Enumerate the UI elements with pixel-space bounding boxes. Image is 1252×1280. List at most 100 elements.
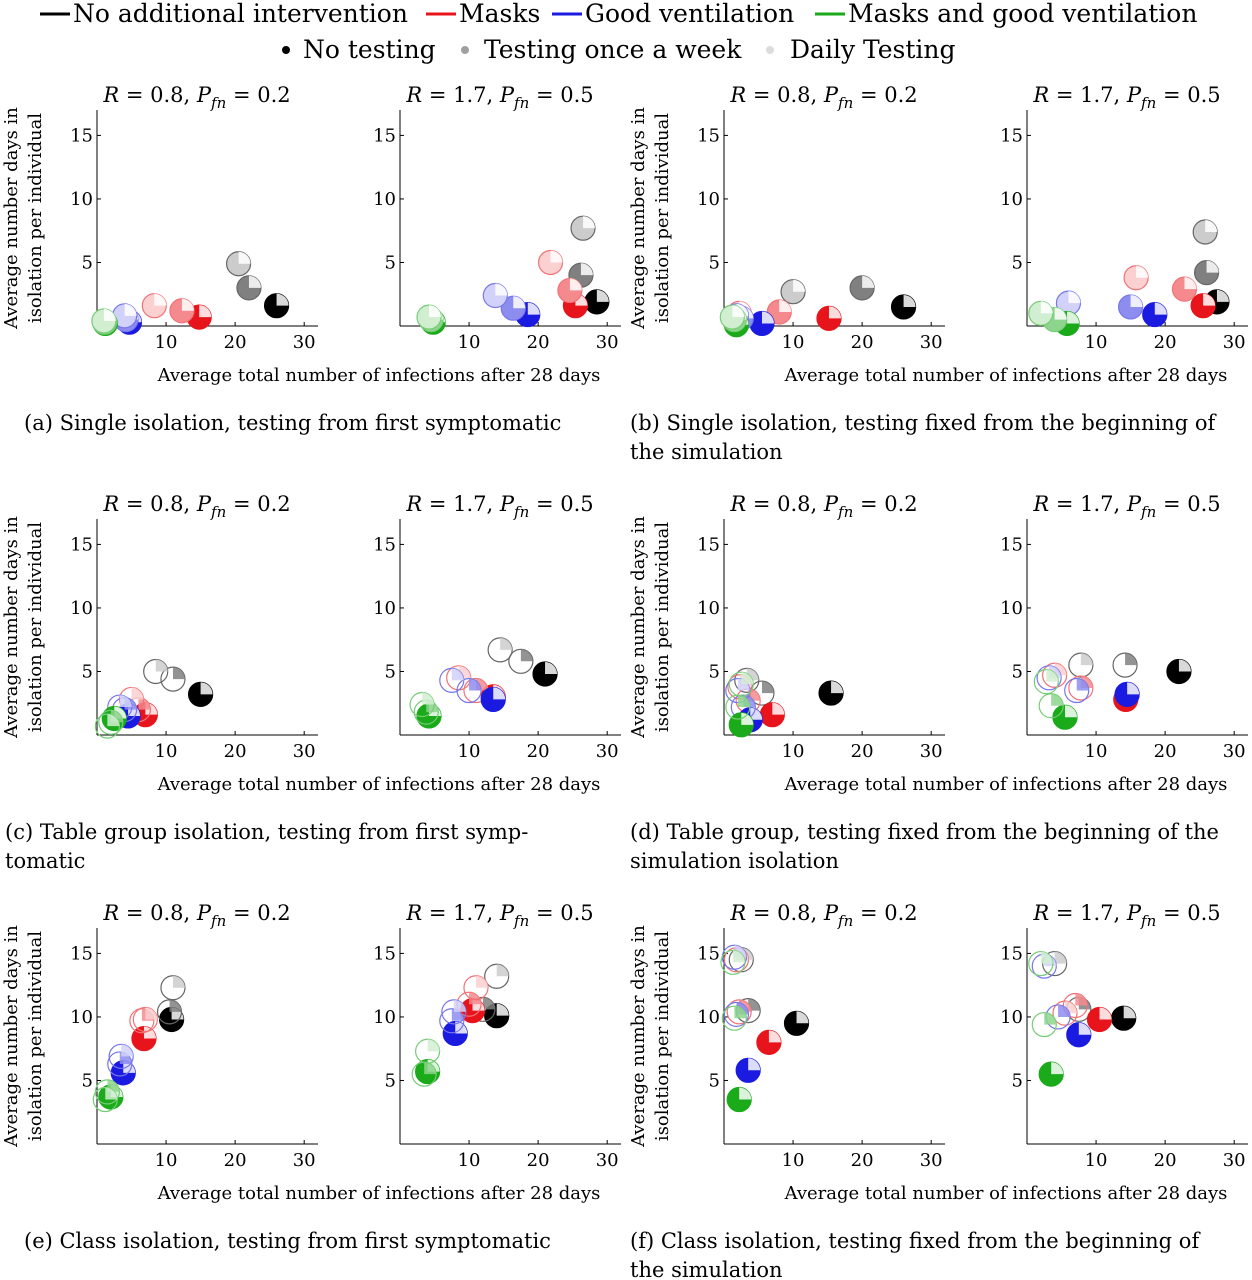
point-wedge <box>1067 311 1080 324</box>
y-tick-label: 10 <box>373 598 396 619</box>
data-point <box>783 1010 810 1036</box>
point-wedge <box>131 687 144 700</box>
data-point <box>487 637 513 663</box>
point-wedge <box>1099 1007 1112 1020</box>
data-point <box>719 304 745 330</box>
y-tick-label: 5 <box>385 1070 396 1091</box>
x-tick-label: 30 <box>596 741 619 762</box>
x-tick-label: 20 <box>851 332 874 353</box>
panel-c-right: 10 20 30 5 10 15 R = 1.7, Pfn = 0.5 Average tot… <box>157 492 621 795</box>
y-tick-label: 5 <box>709 252 720 273</box>
y-tick-label: 15 <box>373 534 396 555</box>
panel-d-left: 10 20 30 5 10 15 R = 0.8, Pfn = 0.2 Average num… <box>628 492 945 762</box>
x-tick-label: 10 <box>155 1150 178 1171</box>
x-tick-label: 30 <box>920 741 943 762</box>
data-point <box>1117 294 1144 320</box>
point-wedge <box>500 637 513 650</box>
point-wedge <box>493 687 506 700</box>
panel-title: R = 0.8, Pfn = 0.2 <box>102 492 290 521</box>
data-point <box>726 1086 752 1113</box>
point-wedge <box>737 695 750 708</box>
point-wedge <box>750 707 763 720</box>
data-point <box>441 999 467 1025</box>
data-point <box>849 275 875 301</box>
data-point <box>532 661 558 687</box>
panel-c-left: 10 20 30 5 10 15 R = 0.8, Pfn = 0.2 Average num… <box>1 492 318 762</box>
legend-label: No testing <box>303 35 436 64</box>
panel-title: R = 1.7, Pfn = 0.5 <box>405 901 593 930</box>
data-point <box>132 1006 158 1033</box>
point-wedge <box>793 279 806 292</box>
caption-b-2: the simulation <box>630 440 783 464</box>
y-tick-label: 15 <box>1000 125 1023 146</box>
caption-e: (e) Class isolation, testing from first … <box>24 1229 551 1253</box>
point-wedge <box>169 999 182 1012</box>
data-point <box>463 975 489 1001</box>
point-wedge <box>276 293 289 306</box>
point-wedge <box>569 278 582 291</box>
point-wedge <box>772 702 785 715</box>
x-tick-label: 30 <box>920 332 943 353</box>
point-wedge <box>1040 951 1053 964</box>
legend-intervention-0: No additional intervention <box>40 0 408 28</box>
point-wedge <box>903 294 916 307</box>
data-point <box>1190 293 1216 319</box>
point-wedge <box>248 275 261 288</box>
data-point <box>141 293 167 319</box>
data-point <box>721 1005 747 1031</box>
panel-d-right: 10 20 30 5 10 15 R = 1.7, Pfn = 0.5 Average tot… <box>784 492 1248 795</box>
point-wedge <box>1154 302 1167 315</box>
legend-label: No additional intervention <box>73 0 408 28</box>
point-wedge <box>527 302 540 315</box>
data-point <box>1031 1011 1057 1038</box>
point-wedge <box>238 251 251 264</box>
data-point <box>735 1057 761 1083</box>
data-point <box>1112 652 1138 678</box>
point-wedge <box>828 306 841 319</box>
panel-title: R = 1.7, Pfn = 0.5 <box>405 492 593 521</box>
point-wedge <box>172 975 185 988</box>
point-wedge <box>1205 219 1218 232</box>
point-wedge <box>1136 265 1149 278</box>
x-tick-label: 10 <box>155 332 178 353</box>
data-point <box>225 251 252 277</box>
x-tick-label: 20 <box>224 1150 247 1171</box>
panel-title: R = 1.7, Pfn = 0.5 <box>405 83 593 112</box>
data-point <box>1142 301 1168 328</box>
data-point <box>508 648 534 674</box>
x-tick-label: 10 <box>458 1150 481 1171</box>
point-wedge <box>143 1026 156 1039</box>
point-wedge <box>1058 1004 1071 1017</box>
point-wedge <box>1051 1062 1064 1075</box>
x-tick-label: 20 <box>1154 332 1177 353</box>
x-tick-label: 30 <box>1223 1150 1246 1171</box>
caption-d-2: simulation isolation <box>630 849 839 873</box>
y-tick-label: 15 <box>1000 943 1023 964</box>
data-point <box>725 694 751 720</box>
data-point <box>1111 1005 1137 1031</box>
panel-title: R = 0.8, Pfn = 0.2 <box>102 83 290 112</box>
legend: No additional intervention Masks Good ve… <box>40 0 1197 64</box>
data-point <box>557 277 583 304</box>
point-wedge <box>748 998 761 1011</box>
data-point <box>411 1061 437 1087</box>
panel-f-left: 10 20 30 5 10 15 R = 0.8, Pfn = 0.2 Average num… <box>628 901 945 1171</box>
x-tick-label: 30 <box>1223 332 1246 353</box>
point-wedge <box>550 250 563 263</box>
point-wedge <box>422 692 435 705</box>
y-tick-label: 15 <box>697 943 720 964</box>
point-wedge <box>121 1044 134 1057</box>
x-tick-label: 20 <box>851 1150 874 1171</box>
panel-e-left: 10 20 30 5 10 15 R = 0.8, Pfn = 0.2 Average num… <box>1 901 318 1171</box>
y-tick-label: 10 <box>1000 1007 1023 1028</box>
point-wedge <box>1184 277 1197 290</box>
point-wedge <box>1075 993 1088 1006</box>
y-tick-label: 10 <box>697 189 720 210</box>
data-point <box>415 1038 441 1064</box>
data-point <box>236 275 262 301</box>
data-point <box>749 310 775 337</box>
y-axis-label: Average number days in <box>1 516 22 739</box>
x-tick-label: 30 <box>293 1150 316 1171</box>
point-wedge <box>155 659 168 672</box>
y-axis-label: isolation per individual <box>652 522 673 732</box>
